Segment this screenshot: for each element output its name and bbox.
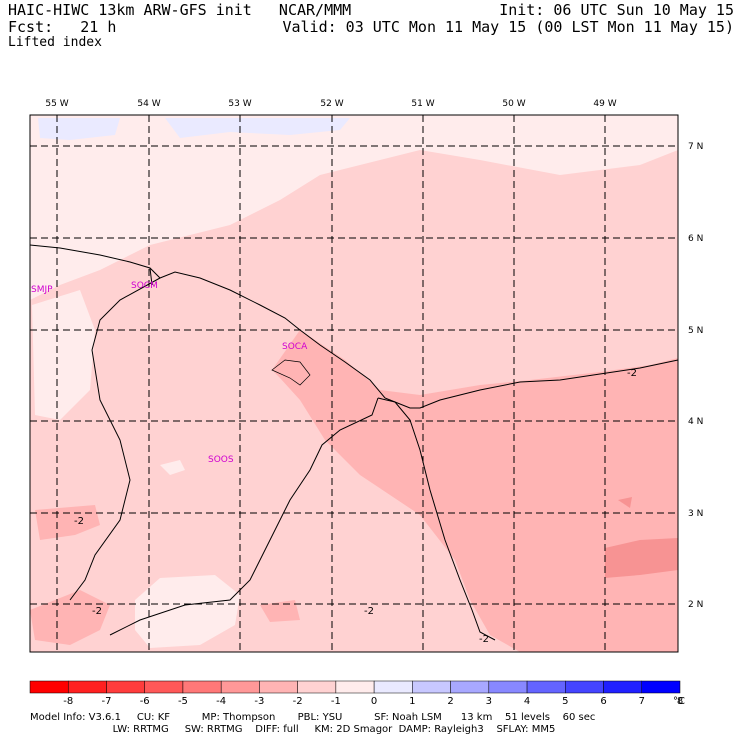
map-frame — [29, 114, 679, 653]
contour-label: -2 — [364, 606, 374, 617]
colorbar-swatch — [526, 680, 566, 694]
station-soca: SOCA — [282, 342, 308, 352]
colorbar-tick-label: 3 — [486, 696, 492, 707]
init-time: Init: 06 UTC Sun 10 May 15 — [499, 1, 734, 19]
graticule — [30, 115, 678, 652]
colorbar-tick-label: -4 — [216, 696, 226, 707]
field-region-blue-central — [165, 118, 350, 138]
lat-label-4n: 4 N — [688, 417, 703, 427]
station-socm: SOCM — [131, 281, 158, 291]
lat-label-7n: 7 N — [688, 142, 703, 152]
colorbar-swatch — [373, 680, 413, 694]
field-region-light-north — [30, 115, 678, 300]
colorbar-swatch — [565, 680, 604, 694]
lon-label-50w: 50 W — [502, 99, 525, 109]
colorbar-swatch — [641, 680, 681, 694]
colorbar-swatch — [259, 680, 298, 694]
colorbar-tick-label: -6 — [140, 696, 150, 707]
colorbar-tick-label: -3 — [254, 696, 264, 707]
map-plot-area: 55 W 54 W 53 W 52 W 51 W 50 W 49 W 7 N 6… — [29, 99, 703, 653]
colorbar-swatch — [29, 680, 69, 694]
colorbar-tick-label: -1 — [331, 696, 341, 707]
lon-label-51w: 51 W — [411, 99, 434, 109]
field-region-minus3-east — [605, 538, 678, 578]
suriname-border — [69, 267, 161, 601]
lon-label-49w: 49 W — [593, 99, 616, 109]
model-info-line2: LW: RRTMG SW: RRTMG DIFF: full KM: 2D Sm… — [30, 724, 556, 735]
contour-label: -2 — [479, 634, 489, 645]
lat-label-2n: 2 N — [688, 600, 703, 610]
contour-label: -2 — [627, 368, 637, 379]
lon-label-53w: 53 W — [228, 99, 251, 109]
coastal-contour — [271, 359, 311, 386]
field-region-light-south — [135, 575, 240, 648]
colorbar-swatch — [67, 680, 107, 694]
lat-label-5n: 5 N — [688, 326, 703, 336]
colorbar-tick-label: 5 — [562, 696, 568, 707]
field-region-light-west — [32, 290, 95, 420]
colorbar-swatch — [335, 680, 375, 694]
colorbar-tick-label: -5 — [178, 696, 188, 707]
field-region-minus3-speck — [618, 497, 632, 508]
station-soos: SOOS — [208, 455, 234, 465]
colorbar-tick-label: 0 — [371, 696, 377, 707]
station-smjp: SMJP — [31, 285, 53, 295]
colorbar-tick-label: -7 — [101, 696, 111, 707]
colorbar-swatch — [412, 680, 451, 694]
colorbar-tick-label: 4 — [524, 696, 530, 707]
colorbar-tick-label: -2 — [293, 696, 303, 707]
colorbar-tick-label: -8 — [63, 696, 73, 707]
field-region-light-patch — [160, 460, 185, 475]
colorbar-tick-label: 1 — [409, 696, 415, 707]
field-region-blue-west — [38, 118, 120, 140]
model-title: HAIC-HIWC 13km ARW-GFS init NCAR/MMM — [8, 1, 352, 19]
lon-label-54w: 54 W — [137, 99, 160, 109]
lon-label-55w: 55 W — [45, 99, 68, 109]
forecast-hour: Fcst: 21 h — [8, 18, 117, 36]
valid-time: Valid: 03 UTC Mon 11 May 15 (00 LST Mon … — [282, 18, 734, 36]
field-region-minus2-southwest — [35, 505, 100, 540]
colorbar-swatch — [297, 680, 337, 694]
lat-label-3n: 3 N — [688, 509, 703, 519]
colorbar: -8 -7 -6 -5 -4 -3 -2 -1 0 1 2 3 4 5 6 7 8 — [29, 680, 683, 707]
colorbar-swatch — [144, 680, 184, 694]
colorbar-tick-label: 8 — [677, 696, 683, 707]
colorbar-swatch — [106, 680, 145, 694]
french-guiana-border — [109, 397, 379, 636]
colorbar-swatch — [220, 680, 260, 694]
coastline — [29, 244, 679, 409]
contour-label: -2 — [92, 606, 102, 617]
lon-label-52w: 52 W — [320, 99, 343, 109]
colorbar-tick-label: 6 — [600, 696, 606, 707]
colorbar-tick-label: 7 — [639, 696, 645, 707]
field-region-minus2-small — [260, 600, 300, 622]
colorbar-swatch — [488, 680, 528, 694]
contour-label: -2 — [74, 516, 84, 527]
colorbar-tick-label: 2 — [447, 696, 453, 707]
model-info-line1: Model Info: V3.6.1 CU: KF MP: Thompson P… — [30, 712, 596, 723]
colorbar-swatch — [450, 680, 490, 694]
colorbar-unit: °C — [673, 696, 685, 707]
oyapock-border — [377, 397, 496, 641]
lat-label-6n: 6 N — [688, 234, 703, 244]
colorbar-swatch — [182, 680, 222, 694]
variable-name: Lifted index — [8, 35, 102, 50]
colorbar-swatch — [603, 680, 643, 694]
